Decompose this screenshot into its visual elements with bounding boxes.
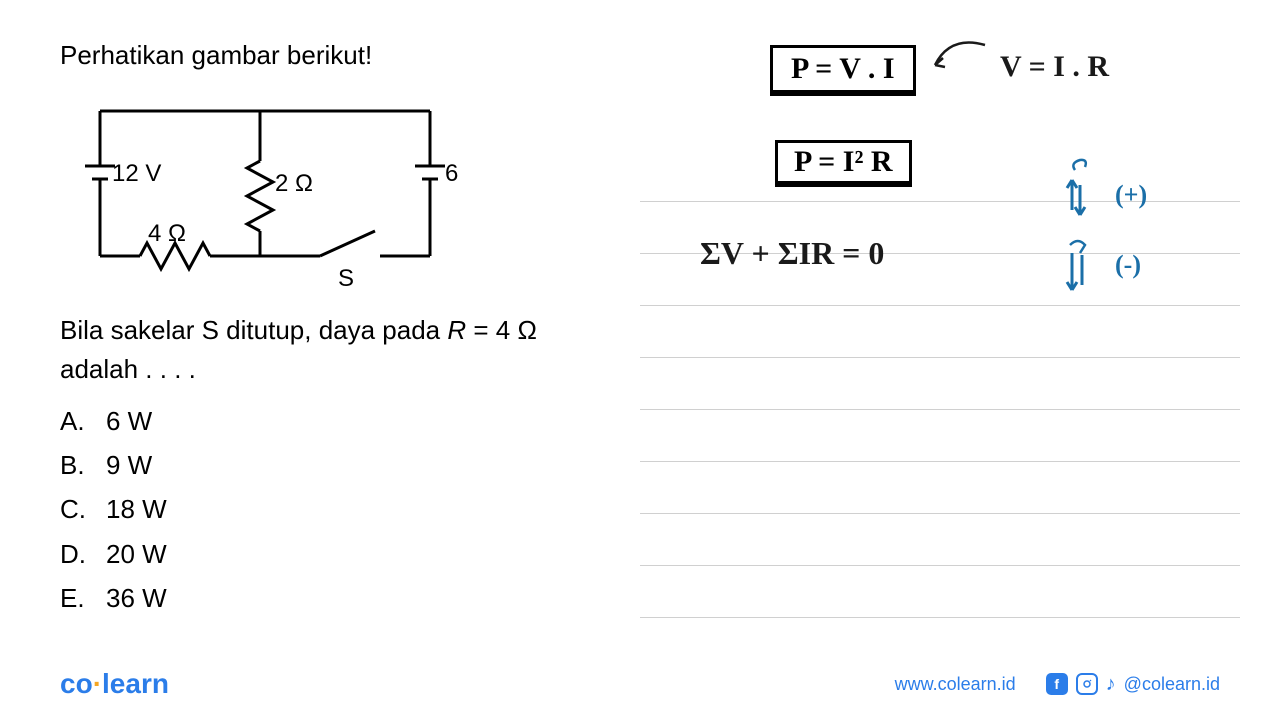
social-handle: @colearn.id [1124, 674, 1220, 695]
option-b[interactable]: B. 9 W [60, 443, 620, 487]
tiktok-icon[interactable]: ♪ [1106, 673, 1116, 696]
logo: co·learn [60, 668, 169, 700]
ruled-lines [640, 150, 1240, 618]
circuit-svg: 12 V 2 Ω 6 V 4 Ω S [80, 91, 460, 301]
option-text: 6 W [106, 399, 152, 443]
logo-dot: · [93, 668, 102, 699]
option-text: 20 W [106, 532, 167, 576]
footer: co·learn www.colearn.id f ♪ @colearn.id [0, 668, 1280, 700]
option-letter: B. [60, 443, 88, 487]
option-letter: D. [60, 532, 88, 576]
v1-label: 12 V [112, 160, 161, 187]
option-text: 9 W [106, 443, 152, 487]
website-link[interactable]: www.colearn.id [895, 674, 1016, 695]
question-line-1: Bila sakelar S ditutup, daya pada R = 4 … [60, 315, 537, 345]
minus-annotation: (-) [1115, 250, 1141, 280]
logo-co: co [60, 668, 93, 699]
v2-label: 6 V [445, 160, 460, 187]
question-text: Bila sakelar S ditutup, daya pada R = 4 … [60, 311, 620, 389]
social-links: f ♪ @colearn.id [1046, 673, 1220, 696]
option-c[interactable]: C. 18 W [60, 487, 620, 531]
switch-label: S [338, 265, 354, 292]
question-line-2: adalah . . . . [60, 354, 196, 384]
formula-3: V = I . R [1000, 50, 1109, 84]
instruction-text: Perhatikan gambar berikut! [60, 40, 620, 71]
content-area: Perhatikan gambar berikut! [0, 0, 1280, 660]
logo-learn: learn [102, 668, 169, 699]
arrow-connector [925, 30, 1005, 80]
current-down-icon [1060, 235, 1120, 305]
option-letter: E. [60, 576, 88, 620]
option-a[interactable]: A. 6 W [60, 399, 620, 443]
option-text: 18 W [106, 487, 167, 531]
current-up-icon [1060, 155, 1120, 225]
worked-solution-panel: P = V . I V = I . R P = I² R ΣV + ΣIR = … [640, 0, 1280, 660]
formula-1: P = V . I [791, 52, 895, 85]
facebook-icon[interactable]: f [1046, 673, 1068, 695]
answer-options: A. 6 W B. 9 W C. 18 W D. 20 W E. 36 W [60, 399, 620, 620]
r-bottom-label: 4 Ω [148, 220, 186, 247]
instagram-icon[interactable] [1076, 673, 1098, 695]
r-mid-label: 2 Ω [275, 170, 313, 197]
circuit-diagram: 12 V 2 Ω 6 V 4 Ω S [80, 91, 460, 291]
formula-2: P = I² R [794, 145, 893, 178]
option-d[interactable]: D. 20 W [60, 532, 620, 576]
option-letter: C. [60, 487, 88, 531]
kirchhoff-equation: ΣV + ΣIR = 0 [700, 235, 884, 272]
question-panel: Perhatikan gambar berikut! [0, 0, 640, 660]
plus-annotation: (+) [1115, 180, 1147, 210]
formula-box-1: P = V . I [770, 45, 916, 93]
footer-right: www.colearn.id f ♪ @colearn.id [895, 673, 1220, 696]
option-text: 36 W [106, 576, 167, 620]
option-e[interactable]: E. 36 W [60, 576, 620, 620]
formula-box-2: P = I² R [775, 140, 912, 184]
option-letter: A. [60, 399, 88, 443]
